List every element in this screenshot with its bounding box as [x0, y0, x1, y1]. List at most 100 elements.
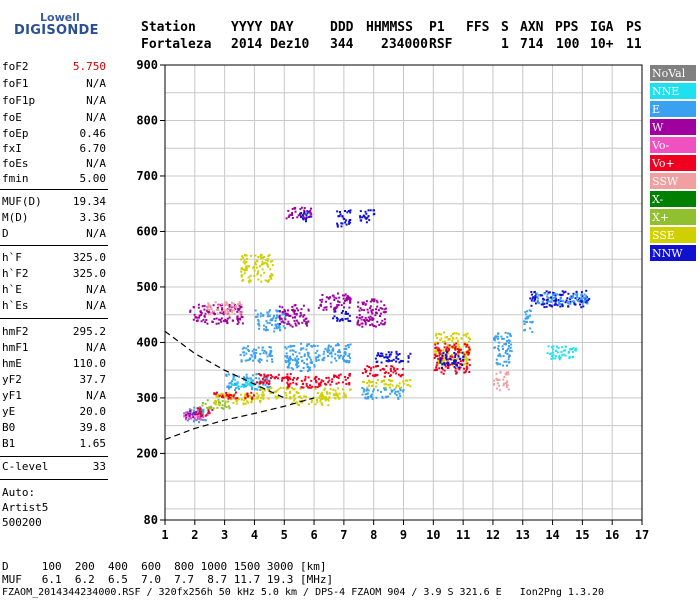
echo-point: [221, 311, 224, 314]
echo-point: [497, 337, 500, 340]
echo-point: [505, 373, 508, 376]
echo-point: [294, 316, 297, 319]
echo-point: [507, 373, 510, 376]
echo-point: [270, 386, 273, 389]
echo-point: [300, 215, 303, 218]
echo-point: [295, 401, 298, 404]
echo-point: [330, 355, 333, 358]
echo-point: [574, 297, 577, 300]
echo-point: [284, 321, 287, 324]
echo-point: [195, 419, 198, 421]
echo-point: [362, 388, 365, 391]
echo-point: [240, 258, 242, 261]
echo-point: [234, 397, 237, 400]
echo-point: [374, 373, 377, 376]
echo-point: [435, 353, 437, 356]
echo-point: [258, 381, 261, 384]
echo-point: [268, 314, 271, 317]
echo-point: [281, 306, 284, 309]
echo-point: [284, 376, 287, 379]
echo-point: [395, 384, 398, 387]
echo-point: [375, 374, 378, 377]
echo-point: [303, 210, 306, 213]
echo-point: [348, 360, 351, 363]
echo-point: [465, 360, 468, 362]
echo-point: [537, 301, 540, 304]
echo-point: [244, 402, 247, 405]
echo-point: [272, 316, 275, 319]
echo-cluster: [439, 351, 465, 369]
echo-point: [580, 293, 583, 296]
echo-point: [380, 322, 382, 325]
echo-point: [338, 349, 341, 352]
echo-point: [246, 381, 249, 384]
echo-point: [390, 365, 393, 368]
echo-point: [348, 222, 350, 225]
echo-point: [388, 386, 391, 389]
echo-point: [265, 352, 268, 355]
echo-point: [275, 316, 278, 319]
echo-point: [319, 384, 322, 387]
echo-point: [287, 320, 290, 323]
echo-point: [247, 383, 250, 386]
echo-point: [268, 380, 271, 383]
echo-point: [224, 401, 227, 403]
echo-point: [439, 349, 442, 352]
echo-point: [326, 351, 329, 353]
echo-cluster: [213, 391, 255, 400]
echo-point: [583, 296, 585, 299]
echo-point: [206, 413, 209, 416]
echo-point: [370, 396, 373, 398]
echo-point: [186, 411, 189, 413]
x-tick-label: 15: [575, 528, 589, 542]
echo-point: [305, 384, 308, 387]
echo-point: [281, 311, 284, 314]
echo-point: [265, 262, 268, 265]
echo-point: [225, 391, 228, 394]
footer-distance-row: D 100 200 400 600 800 1000 1500 3000 [km…: [2, 560, 327, 573]
echo-point: [271, 260, 274, 263]
echo-point: [337, 350, 339, 353]
echo-point: [215, 391, 218, 394]
echo-point: [558, 358, 561, 361]
echo-point: [347, 346, 350, 349]
echo-point: [358, 316, 361, 319]
echo-point: [297, 309, 300, 312]
echo-point: [318, 354, 321, 357]
echo-cluster: [522, 309, 534, 333]
echo-point: [386, 357, 389, 360]
echo-point: [249, 394, 252, 397]
echo-point: [568, 355, 571, 358]
echo-point: [255, 382, 258, 385]
echo-point: [340, 225, 343, 228]
echo-point: [376, 305, 379, 308]
echo-point: [454, 356, 457, 359]
echo-point: [305, 317, 308, 320]
echo-point: [336, 222, 339, 225]
echo-point: [261, 391, 264, 394]
echo-point: [251, 396, 254, 399]
echo-point: [369, 395, 372, 398]
echo-point: [376, 389, 379, 392]
echo-point: [292, 353, 295, 356]
y-tick-label: 900: [136, 58, 158, 72]
echo-point: [202, 318, 205, 321]
echo-point: [502, 384, 505, 387]
echo-point: [552, 357, 555, 360]
echo-point: [363, 319, 366, 322]
echo-point: [381, 323, 384, 326]
echo-point: [453, 366, 456, 369]
echo-point: [307, 376, 310, 379]
echo-point: [303, 209, 306, 212]
echo-point: [232, 302, 235, 305]
echo-point: [295, 390, 298, 393]
echo-point: [256, 273, 259, 276]
echo-point: [401, 368, 404, 371]
echo-point: [328, 396, 331, 399]
echo-point: [552, 354, 555, 357]
echo-point: [567, 292, 570, 295]
echo-point: [255, 266, 258, 269]
echo-point: [367, 389, 370, 392]
echo-point: [267, 313, 270, 316]
echo-cluster: [314, 387, 352, 400]
